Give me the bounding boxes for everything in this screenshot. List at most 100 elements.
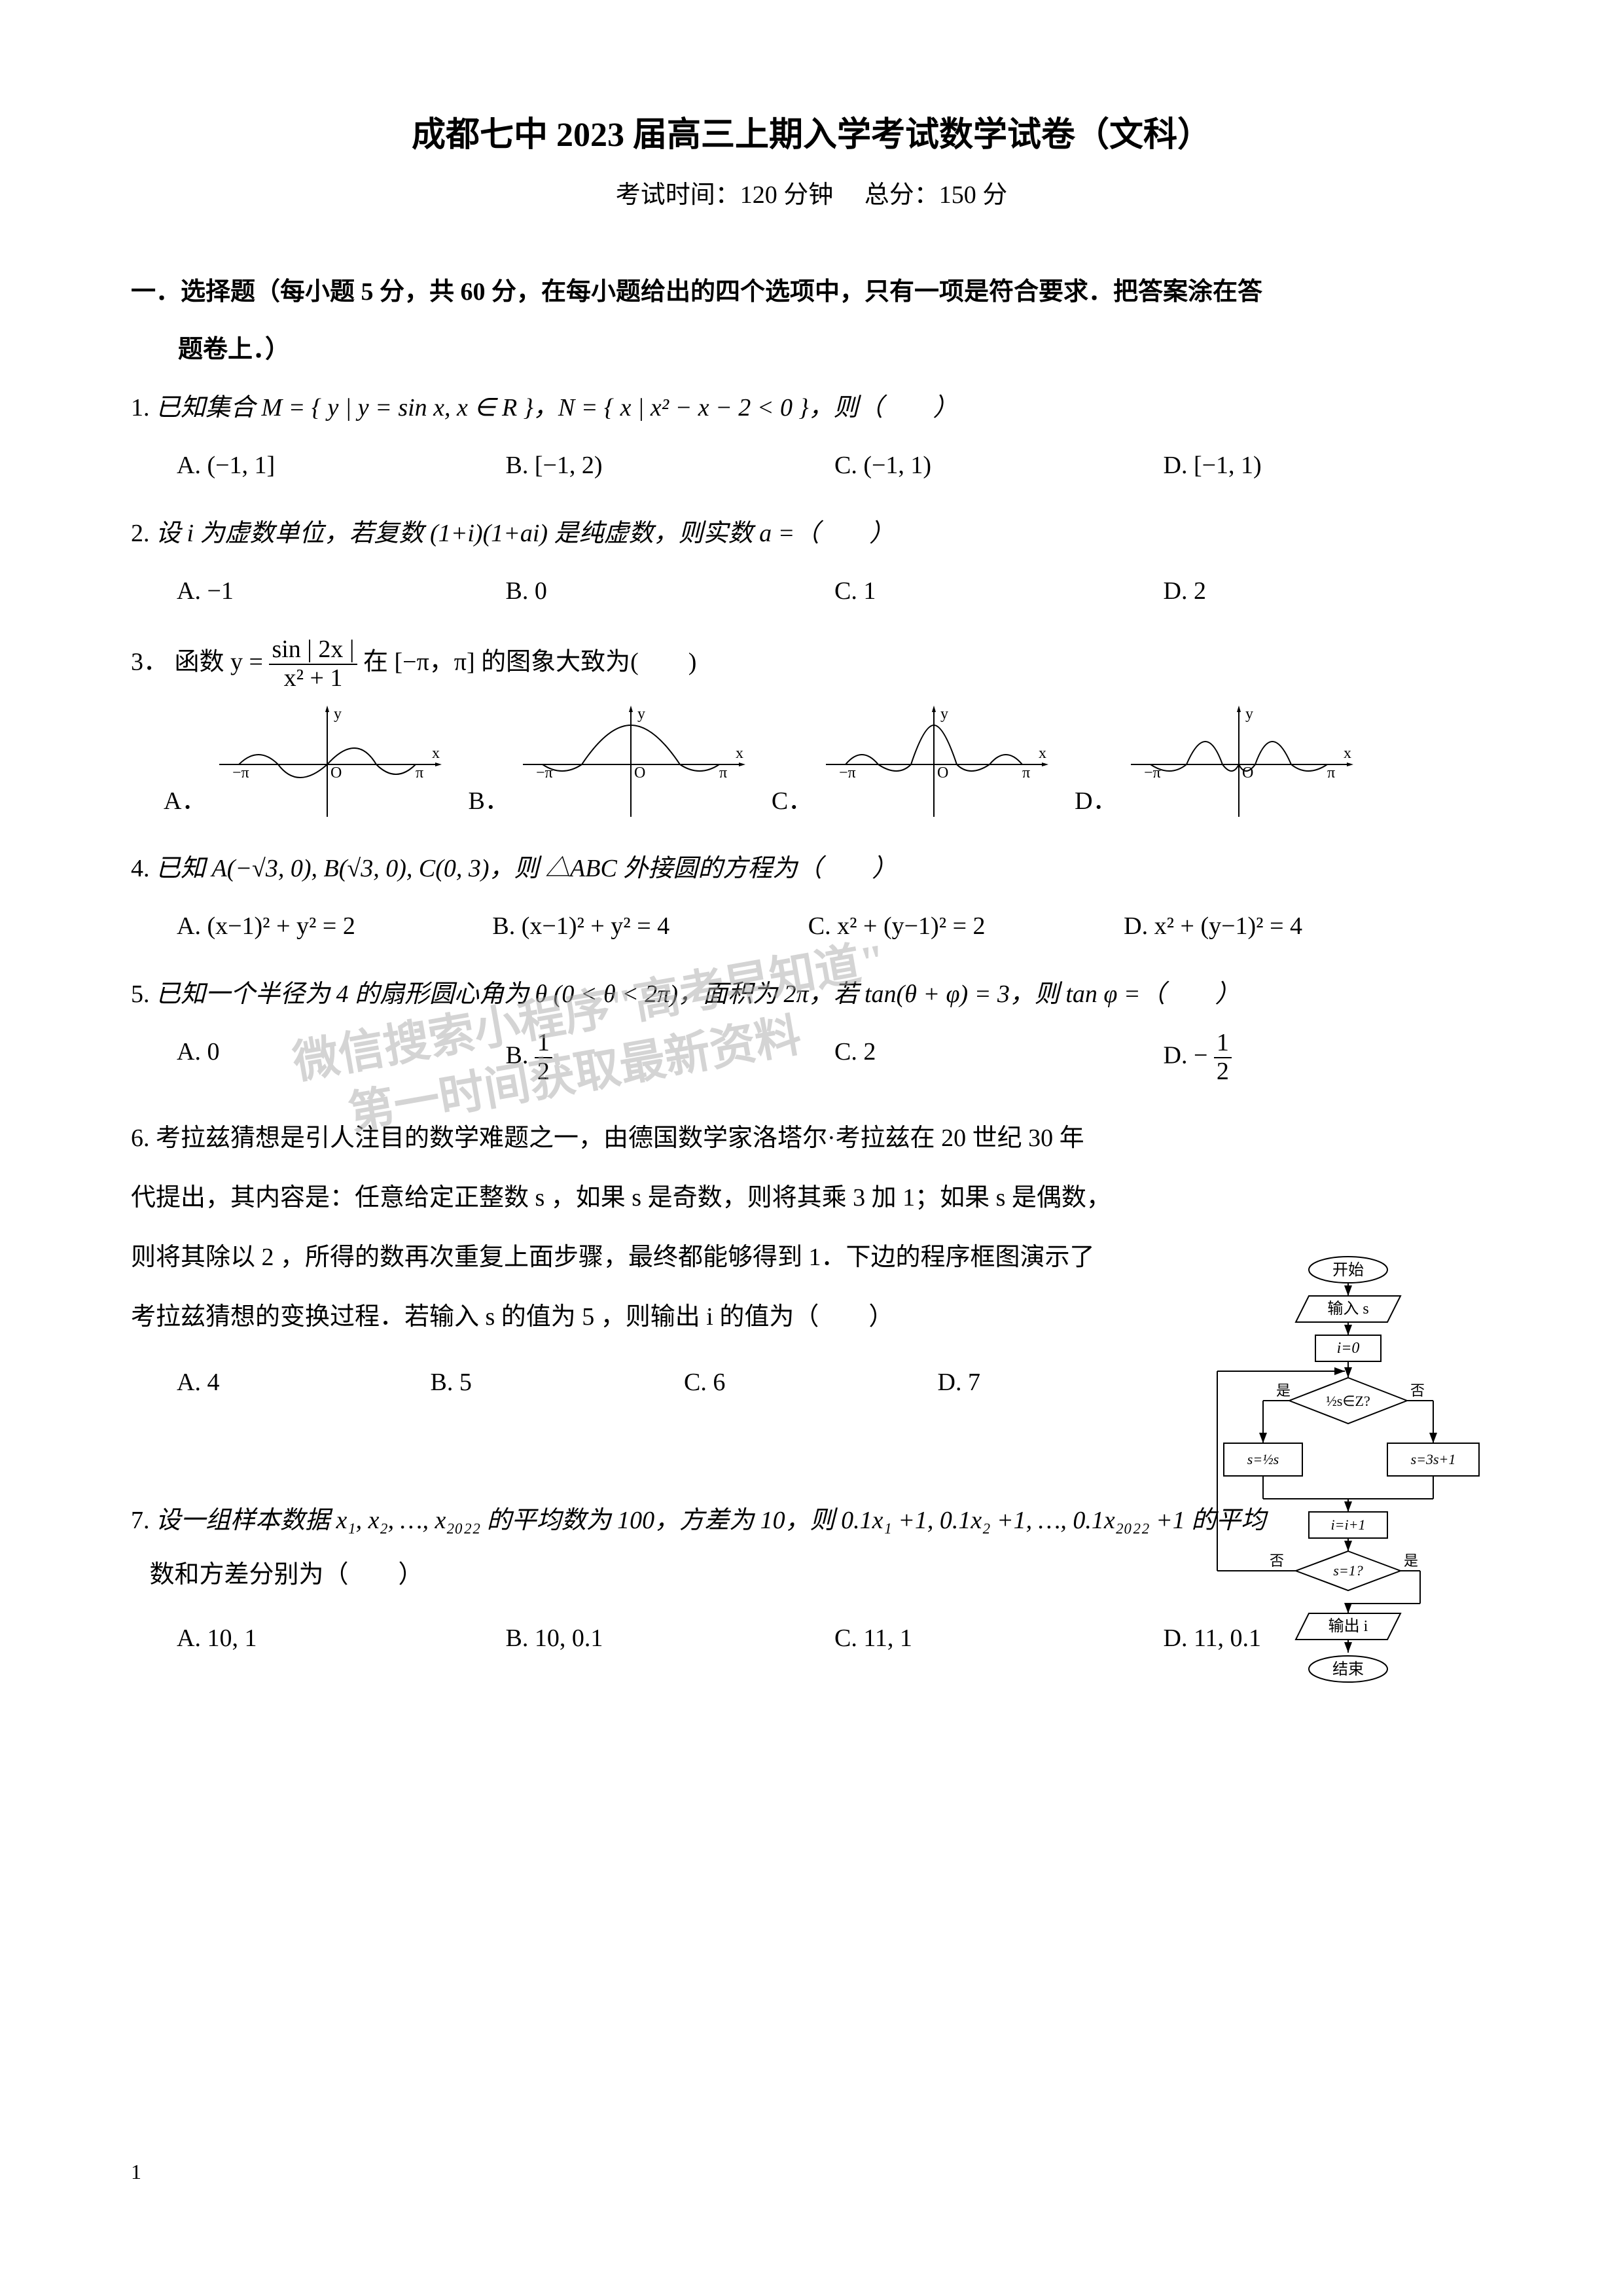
q5-text: 5. 已知一个半径为 4 的扇形圆心角为 θ (0 < θ < 2π)，面积为 …: [131, 972, 1492, 1016]
q6-line1: 考拉兹猜想是引人注目的数学难题之一，由德国数学家洛塔尔·考拉兹在 20 世纪 3…: [156, 1124, 1084, 1152]
q3-frac-num: sin | 2x |: [269, 636, 357, 665]
svg-text:开始: 开始: [1332, 1261, 1364, 1279]
q7-opt-a: A. 10, 1: [177, 1616, 506, 1660]
q5-opt-b: B. 1 2: [506, 1030, 835, 1086]
q6-line4: 考拉兹猜想的变换过程．若输入 s 的值为 5 ，则输出 i 的值为（ ）: [131, 1303, 893, 1331]
svg-text:−π: −π: [839, 764, 856, 781]
q5-body: 已知一个半径为 4 的扇形圆心角为 θ (0 < θ < 2π)，面积为 2π，…: [156, 980, 1240, 1008]
q3-graph-a: A． −π O π y x: [164, 706, 442, 823]
q5-d-den: 2: [1214, 1058, 1232, 1086]
q2-num: 2.: [131, 520, 150, 547]
exam-subtitle: 考试时间：120 分钟 总分：150 分: [131, 173, 1492, 217]
q6-opt-b: B. 5: [431, 1360, 685, 1405]
svg-text:s=3s+1: s=3s+1: [1411, 1451, 1456, 1467]
q6-options: A. 4 B. 5 C. 6 D. 7: [131, 1360, 1191, 1405]
q6-opt-a: A. 4: [177, 1360, 431, 1405]
svg-text:是: 是: [1276, 1382, 1291, 1399]
flowchart-icon: 开始 输入 s i=0 ½s∈Z? 是 否 s=½s s=3s+1 i=i+1 …: [1204, 1250, 1492, 1695]
svg-text:x: x: [736, 745, 743, 762]
q3-fraction: sin | 2x | x² + 1: [269, 636, 357, 692]
svg-text:i=i+1: i=i+1: [1331, 1516, 1366, 1533]
q4-options: A. (x−1)² + y² = 2 B. (x−1)² + y² = 4 C.…: [131, 904, 1492, 948]
svg-text:y: y: [334, 706, 342, 723]
svg-text:否: 否: [1270, 1552, 1284, 1569]
svg-text:−π: −π: [232, 764, 249, 781]
svg-text:½s∈Z?: ½s∈Z?: [1326, 1393, 1370, 1409]
svg-text:y: y: [637, 706, 645, 723]
q1-opt-c: C. (−1, 1): [834, 443, 1164, 488]
q2-opt-b: B. 0: [506, 569, 835, 613]
svg-text:x: x: [432, 745, 440, 762]
q6-opt-c: C. 6: [684, 1360, 938, 1405]
q5-b-den: 2: [535, 1058, 552, 1086]
exam-time: 考试时间：120 分钟: [616, 181, 834, 209]
q2-body: 设 i 为虚数单位，若复数 (1+i)(1+ai) 是纯虚数，则实数 a =（ …: [156, 520, 894, 547]
svg-text:x: x: [1344, 745, 1351, 762]
q4-opt-d: D. x² + (y−1)² = 4: [1124, 904, 1439, 948]
section1-text: 一．选择题（每小题 5 分，共 60 分，在每小题给出的四个选项中，只有一项是符…: [131, 278, 1262, 306]
graph-d-svg: −π O π y x: [1124, 706, 1353, 823]
q2-text: 2. 设 i 为虚数单位，若复数 (1+i)(1+ai) 是纯虚数，则实数 a …: [131, 511, 1492, 556]
svg-text:i=0: i=0: [1337, 1340, 1360, 1357]
svg-text:π: π: [719, 764, 727, 781]
q1-opt-b: B. [−1, 2): [506, 443, 835, 488]
svg-text:O: O: [330, 764, 342, 781]
q1-text: 1. 已知集合 M = { y | y = sin x, x ∈ R }，N =…: [131, 386, 1492, 430]
q7-line2: 数和方差分别为（ ）: [150, 1561, 423, 1588]
q7-num: 7.: [131, 1507, 150, 1534]
question-3: 3． 函数 y = sin | 2x | x² + 1 在 [−π，π] 的图象…: [131, 636, 1492, 823]
svg-text:否: 否: [1410, 1382, 1425, 1399]
page-number: 1: [131, 2153, 141, 2191]
q2-opt-c: C. 1: [834, 569, 1164, 613]
q3-text: 3． 函数 y = sin | 2x | x² + 1 在 [−π，π] 的图象…: [131, 636, 1492, 692]
q3-graphs: A． −π O π y x B． −π O: [131, 706, 1492, 823]
q2-opt-d: D. 2: [1164, 569, 1493, 613]
section1-text-cont: 题卷上．）: [178, 336, 290, 363]
svg-text:输出 i: 输出 i: [1329, 1617, 1368, 1635]
graph-b-svg: −π O π y x: [516, 706, 745, 823]
q4-opt-c: C. x² + (y−1)² = 2: [808, 904, 1124, 948]
q4-opt-b: B. (x−1)² + y² = 4: [492, 904, 808, 948]
q1-num: 1.: [131, 394, 150, 422]
graph-a-svg: −π O π y x: [213, 706, 442, 823]
svg-text:y: y: [940, 706, 948, 723]
svg-text:O: O: [634, 764, 645, 781]
q3-frac-den: x² + 1: [269, 665, 357, 692]
svg-text:π: π: [1022, 764, 1030, 781]
q5-options: A. 0 B. 1 2 C. 2 D. − 1 2: [131, 1030, 1492, 1086]
q7-opt-c: C. 11, 1: [834, 1616, 1164, 1660]
svg-text:π: π: [1327, 764, 1335, 781]
svg-text:−π: −π: [536, 764, 553, 781]
q5-d-num: 1: [1214, 1030, 1232, 1058]
q5-opt-c: C. 2: [834, 1030, 1164, 1086]
q3-label-c: C．: [772, 779, 813, 823]
graph-c-svg: −π O π y x: [819, 706, 1048, 823]
q5-opt-a: A. 0: [177, 1030, 506, 1086]
q1-body: 已知集合 M = { y | y = sin x, x ∈ R }，N = { …: [156, 394, 958, 422]
q3-graph-b: B． −π O π y x: [468, 706, 745, 823]
q3-label-b: B．: [468, 779, 509, 823]
q2-opt-a: A. −1: [177, 569, 506, 613]
question-2: 2. 设 i 为虚数单位，若复数 (1+i)(1+ai) 是纯虚数，则实数 a …: [131, 511, 1492, 614]
section1-header: 一．选择题（每小题 5 分，共 60 分，在每小题给出的四个选项中，只有一项是符…: [131, 270, 1492, 314]
q6-line2: 代提出，其内容是：任意给定正整数 s ，如果 s 是奇数，则将其乘 3 加 1；…: [131, 1184, 1111, 1211]
q6-num: 6.: [131, 1124, 150, 1152]
svg-text:结束: 结束: [1332, 1660, 1364, 1678]
question-1: 1. 已知集合 M = { y | y = sin x, x ∈ R }，N =…: [131, 386, 1492, 488]
q5-d-prefix: D. −: [1164, 1042, 1208, 1069]
q5-num: 5.: [131, 980, 150, 1008]
svg-text:O: O: [937, 764, 948, 781]
svg-text:O: O: [1242, 764, 1253, 781]
q5-b-prefix: B.: [506, 1042, 535, 1069]
svg-text:s=½s: s=½s: [1247, 1451, 1279, 1467]
svg-text:x: x: [1039, 745, 1046, 762]
q6-line3: 则将其除以 2 ，所得的数再次重复上面步骤，最终都能够得到 1．下边的程序框图演…: [131, 1244, 1095, 1271]
exam-title: 成都七中 2023 届高三上期入学考试数学试卷（文科）: [131, 105, 1492, 166]
svg-text:−π: −π: [1144, 764, 1161, 781]
q3-graph-d: D． −π O π y x: [1075, 706, 1353, 823]
exam-score: 总分：150 分: [865, 181, 1008, 209]
q7-opt-b: B. 10, 0.1: [506, 1616, 835, 1660]
q7-line1: 设一组样本数据 x₁, x₂, …, x₂₀₂₂ 的平均数为 100，方差为 1…: [156, 1507, 1266, 1534]
q3-label-a: A．: [164, 779, 206, 823]
question-5: 5. 已知一个半径为 4 的扇形圆心角为 θ (0 < θ < 2π)，面积为 …: [131, 972, 1492, 1086]
